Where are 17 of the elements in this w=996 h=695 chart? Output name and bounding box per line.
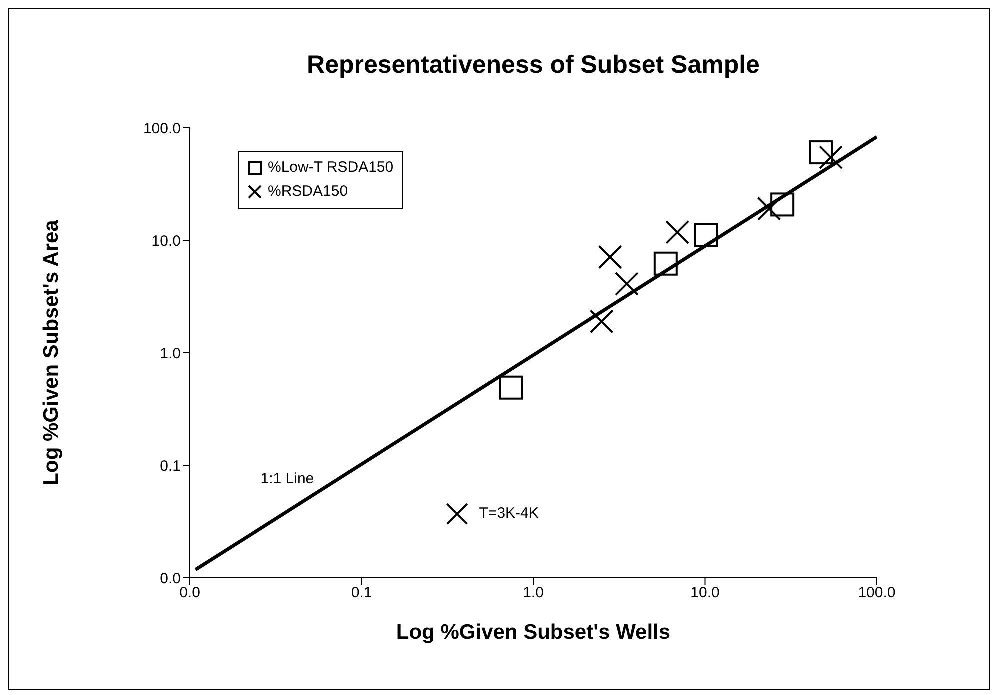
x-tick-label: 0.1 bbox=[351, 584, 372, 602]
y-axis-title: Log %Given Subset's Area bbox=[40, 219, 64, 488]
x-tick-label: 0.0 bbox=[180, 584, 200, 602]
annotation: T=3K-4K bbox=[479, 505, 539, 522]
legend-label: %RSDA150 bbox=[268, 182, 348, 202]
legend-label: %Low-T RSDA150 bbox=[268, 158, 394, 178]
y-tick-label: 1.0 bbox=[160, 345, 181, 362]
x-tick-label: 10.0 bbox=[690, 584, 720, 602]
x-axis-title: Log %Given Subset's Wells bbox=[395, 621, 672, 645]
y-tick-label: 100.0 bbox=[143, 120, 181, 138]
x-tick-label: 100.0 bbox=[858, 584, 896, 602]
chart-title: Representativeness of Subset Sample bbox=[306, 51, 761, 80]
x-tick-label: 1.0 bbox=[523, 584, 544, 602]
y-tick-label: 10.0 bbox=[152, 232, 181, 250]
y-tick-label: 0.1 bbox=[160, 458, 181, 475]
annotation: 1:1 Line bbox=[260, 470, 314, 488]
y-tick-label: 0.0 bbox=[160, 570, 181, 588]
